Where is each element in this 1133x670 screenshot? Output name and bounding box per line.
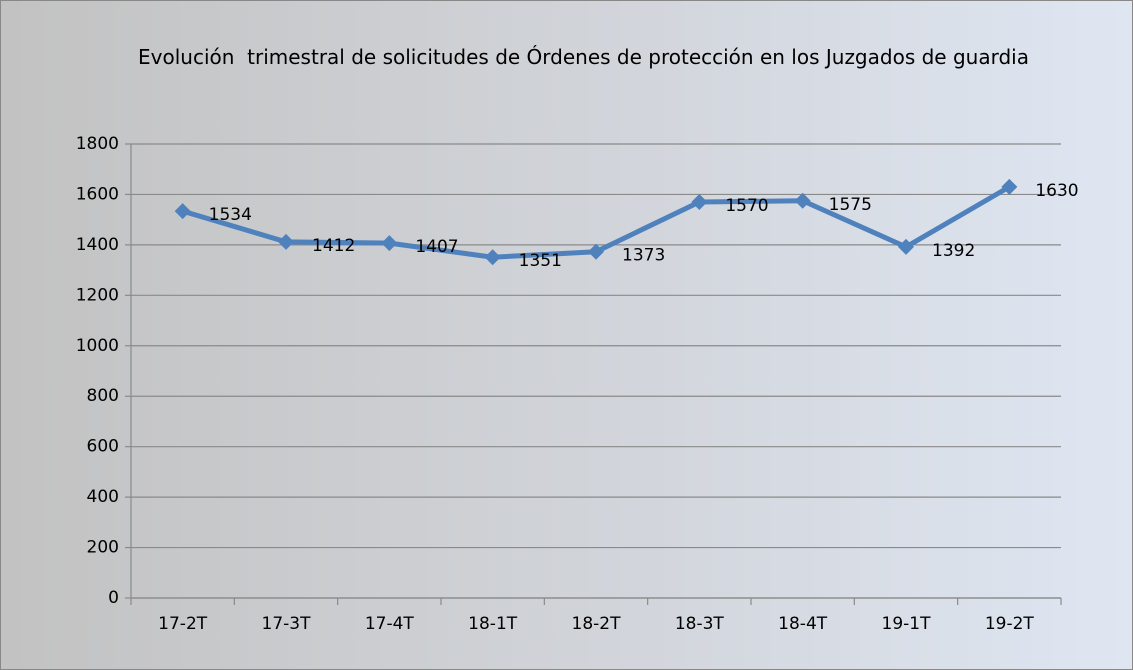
y-tick-label: 600 <box>87 437 119 457</box>
data-label: 1407 <box>415 237 458 257</box>
x-tick-label: 18-3T <box>675 614 725 634</box>
y-tick-label: 1000 <box>76 336 119 356</box>
data-label: 1412 <box>312 236 355 256</box>
y-tick-label: 800 <box>87 386 119 406</box>
point-marker <box>691 194 708 211</box>
y-tick-label: 1800 <box>76 134 119 154</box>
x-tick-label: 19-2T <box>985 614 1035 634</box>
point-marker <box>278 233 294 250</box>
point-marker <box>588 243 604 260</box>
point-marker <box>794 192 811 209</box>
x-tick-label: 18-2T <box>572 614 622 634</box>
x-tick-label: 17-3T <box>262 614 312 634</box>
point-marker <box>1001 178 1018 195</box>
y-tick-label: 1600 <box>76 184 119 204</box>
x-tick-label: 17-4T <box>365 614 415 634</box>
y-tick-label: 200 <box>87 538 119 558</box>
data-label: 1351 <box>519 251 562 271</box>
data-label: 1630 <box>1035 181 1078 201</box>
y-tick-label: 1400 <box>76 235 119 255</box>
point-marker <box>898 238 914 255</box>
data-label: 1534 <box>209 205 252 225</box>
x-tick-label: 18-4T <box>778 614 828 634</box>
point-marker <box>174 203 191 220</box>
point-marker <box>484 249 501 266</box>
data-label: 1575 <box>829 195 872 215</box>
data-label: 1373 <box>622 246 665 266</box>
data-label: 1392 <box>932 241 975 261</box>
y-tick-label: 1200 <box>76 285 119 305</box>
x-tick-label: 19-1T <box>882 614 932 634</box>
x-tick-label: 17-2T <box>158 614 208 634</box>
y-tick-label: 400 <box>87 487 119 507</box>
x-tick-label: 18-1T <box>468 614 518 634</box>
y-tick-label: 0 <box>108 588 119 608</box>
point-marker <box>381 235 398 252</box>
data-label: 1570 <box>725 196 768 216</box>
chart-title: Evolución trimestral de solicitudes de Ó… <box>138 45 1029 69</box>
